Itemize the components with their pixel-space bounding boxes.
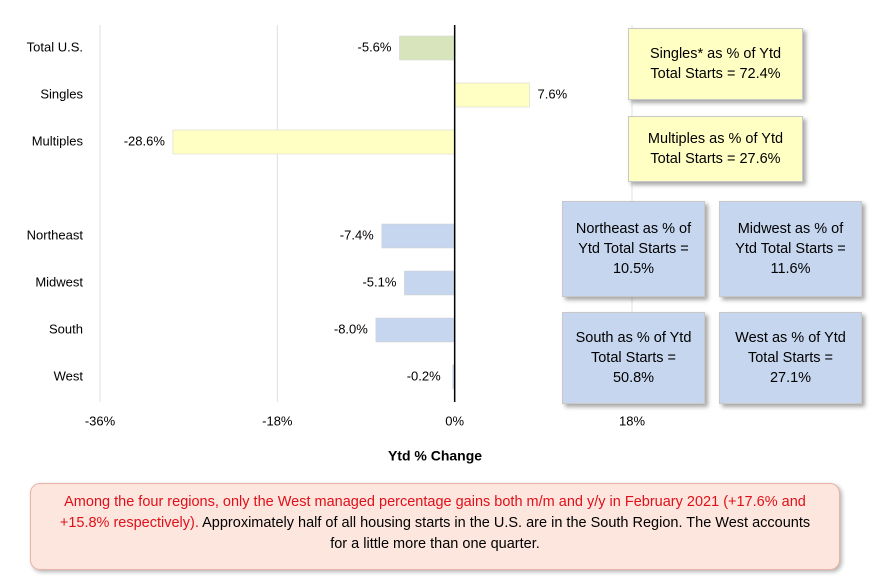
annotation: Multiples as % of Ytd Total Starts = 27.… [628,116,803,182]
note: Among the four regions, only the West ma… [30,483,840,570]
bar [454,82,530,108]
value-label: -28.6% [124,133,166,148]
bar [375,317,455,343]
value-label: -0.2% [407,368,441,383]
note-text: Approximately half of all housing starts… [202,515,811,552]
y-tick-label: Total U.S. [27,39,83,54]
bar [404,270,455,296]
value-label: -5.6% [358,39,392,54]
annotation: West as % of Ytd Total Starts = 27.1% [719,312,862,404]
x-tick-label: -36% [85,413,116,428]
annotation: South as % of Ytd Total Starts = 50.8% [562,312,705,404]
y-tick-label: Midwest [35,274,83,289]
y-tick-label: South [49,321,83,336]
y-tick-label: Multiples [32,133,84,148]
bar [172,129,455,155]
y-tick-label: Northeast [27,227,84,242]
bar [381,223,455,249]
value-label: -8.0% [334,321,368,336]
chart: Ytd % Change -36% -18% 0% 18% Total U.S. -5.6… [27,25,645,464]
x-tick-label: 18% [619,413,645,428]
y-tick-label: West [54,368,84,383]
value-label: -5.1% [362,274,396,289]
value-label: 7.6% [538,86,568,101]
annotation: Northeast as % of Ytd Total Starts = 10.… [562,201,705,297]
x-tick-label: 0% [445,413,464,428]
x-tick-label: -18% [262,413,293,428]
x-axis-title: Ytd % Change [388,448,482,464]
annotation: Singles* as % of Ytd Total Starts = 72.4… [628,28,803,100]
value-label: -7.4% [340,227,374,242]
note-highlight: Among the four regions, only the West ma… [59,494,806,531]
bar [399,35,455,61]
y-tick-label: Singles [40,86,83,101]
annotation: Midwest as % of Ytd Total Starts = 11.6% [719,201,862,297]
